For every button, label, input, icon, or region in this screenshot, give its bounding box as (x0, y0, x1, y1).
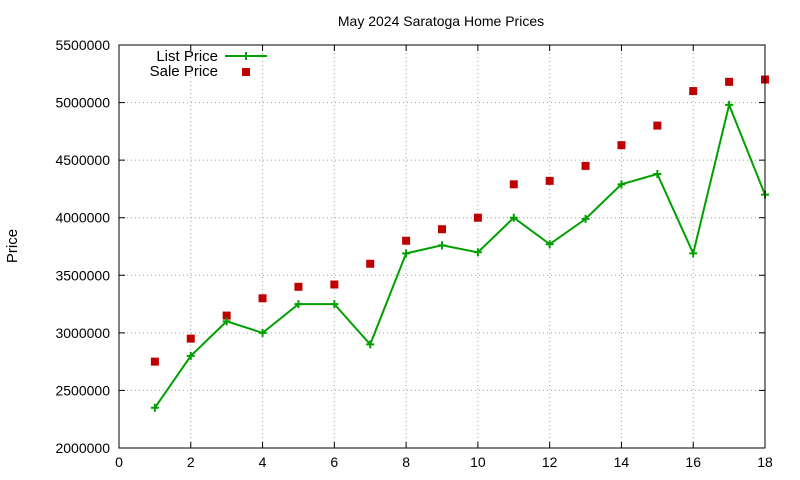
sale-price-point (330, 280, 339, 289)
x-tick-label: 12 (542, 454, 558, 470)
x-tick-labels: 0 2 4 6 8 10 12 14 16 18 (115, 454, 773, 470)
list-price-point (617, 180, 626, 189)
y-axis-label: Price (4, 229, 21, 263)
sale-price-point (653, 121, 662, 130)
series-sale-price (150, 75, 769, 366)
y-tick-label: 4500000 (55, 152, 110, 168)
axis-ticks (118, 44, 766, 449)
list-price-point (366, 340, 375, 349)
series-layer (150, 75, 769, 412)
sale-price-point (258, 294, 267, 303)
sale-price-point (689, 87, 698, 96)
x-tick-label: 8 (402, 454, 410, 470)
list-price-point (186, 351, 195, 360)
sale-price-point (402, 236, 411, 245)
list-price-point (725, 100, 734, 109)
x-tick-label: 10 (470, 454, 486, 470)
list-price-point (258, 328, 267, 337)
sale-price-point (150, 357, 159, 366)
list-price-point (689, 249, 698, 258)
x-tick-label: 0 (115, 454, 123, 470)
sale-price-point (617, 141, 626, 150)
sale-price-point (222, 311, 231, 320)
sale-price-point (725, 77, 734, 86)
y-tick-label: 3000000 (55, 325, 110, 341)
legend-swatch-sale-price-marker (242, 68, 250, 76)
x-tick-label: 2 (187, 454, 195, 470)
x-tick-label: 6 (330, 454, 338, 470)
list-price-point (330, 300, 339, 309)
y-tick-label: 2000000 (55, 440, 110, 456)
x-tick-label: 4 (259, 454, 267, 470)
list-price-point (581, 214, 590, 223)
plot-frame (118, 44, 766, 449)
legend-swatch-list-price-marker (242, 52, 250, 60)
sale-price-point (545, 176, 554, 185)
sale-price-point (294, 282, 303, 291)
sale-price-point (438, 225, 446, 234)
sale-price-point (473, 213, 482, 222)
list-price-point (150, 403, 159, 412)
list-price-point (473, 248, 482, 257)
list-price-point (653, 169, 662, 178)
legend-label-sale-price: Sale Price (150, 63, 218, 80)
legend-label-list-price: List Price (156, 48, 218, 65)
list-price-point (402, 249, 411, 258)
list-price-point (438, 241, 446, 250)
y-tick-label: 5000000 (55, 95, 110, 111)
list-price-point (509, 213, 518, 222)
sale-price-point (581, 161, 590, 170)
series-list-price (150, 100, 769, 412)
sale-price-point (366, 259, 375, 268)
y-tick-label: 2500000 (55, 382, 110, 398)
list-price-point (294, 300, 303, 309)
list-price-line (154, 101, 766, 409)
y-tick-label: 5500000 (55, 37, 110, 53)
legend: List Price Sale Price (150, 48, 267, 80)
sale-price-point (186, 334, 195, 343)
y-tick-labels: 2000000 2500000 3000000 3500000 4000000 45000… (55, 37, 110, 456)
y-tick-label: 3500000 (55, 267, 110, 283)
list-price-point (545, 240, 554, 249)
x-tick-label: 14 (614, 454, 630, 470)
list-price-point (222, 317, 231, 326)
chart-title: May 2024 Saratoga Home Prices (338, 13, 544, 29)
sale-price-point (509, 180, 518, 189)
x-tick-label: 16 (685, 454, 701, 470)
y-tick-label: 4000000 (55, 210, 110, 226)
x-tick-label: 18 (757, 454, 773, 470)
